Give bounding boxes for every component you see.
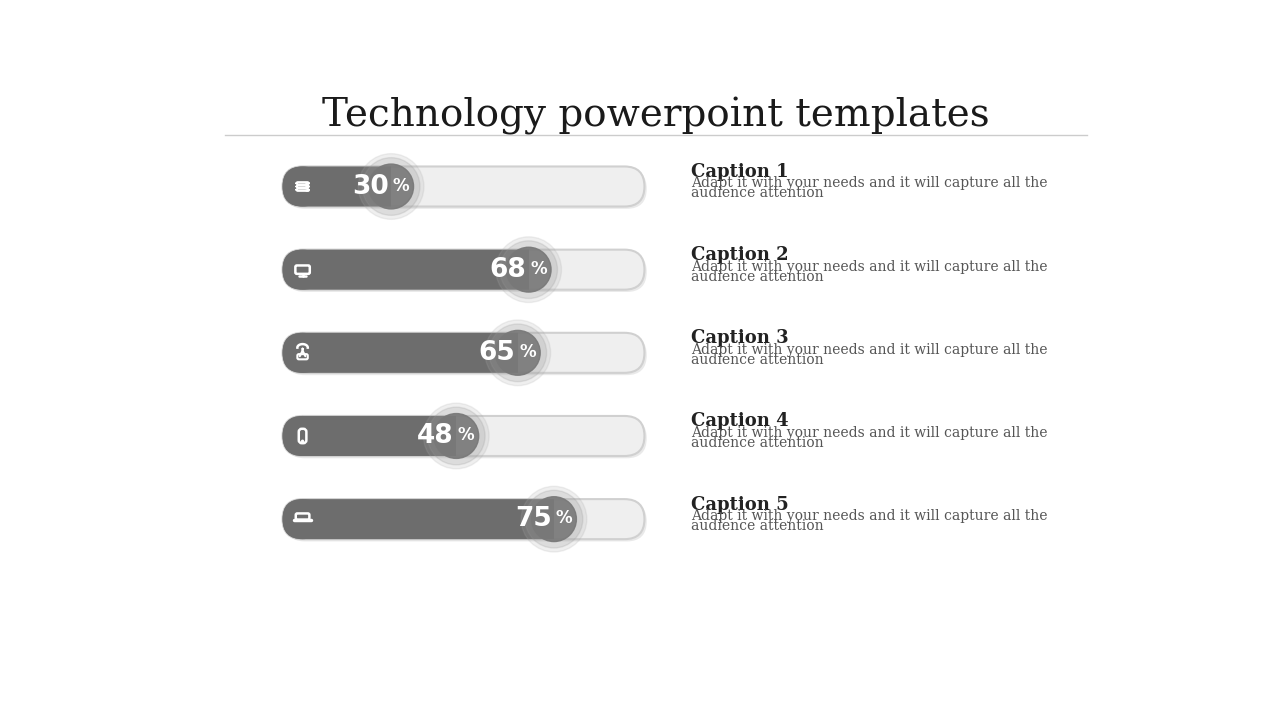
Circle shape — [495, 330, 540, 375]
Text: audience attention: audience attention — [691, 353, 823, 366]
FancyBboxPatch shape — [283, 250, 644, 289]
FancyBboxPatch shape — [283, 333, 644, 373]
Text: %: % — [393, 176, 410, 194]
Text: %: % — [556, 509, 572, 527]
Text: audience attention: audience attention — [691, 186, 823, 200]
FancyBboxPatch shape — [285, 252, 646, 292]
Circle shape — [495, 237, 562, 302]
Circle shape — [428, 407, 485, 465]
FancyBboxPatch shape — [285, 501, 646, 541]
Text: audience attention: audience attention — [691, 436, 823, 450]
Text: %: % — [520, 343, 536, 361]
Text: 30: 30 — [352, 174, 389, 199]
FancyBboxPatch shape — [283, 416, 644, 456]
Circle shape — [489, 324, 547, 382]
FancyBboxPatch shape — [283, 166, 644, 207]
Text: Adapt it with your needs and it will capture all the: Adapt it with your needs and it will cap… — [691, 260, 1047, 274]
Circle shape — [525, 490, 582, 548]
Text: Adapt it with your needs and it will capture all the: Adapt it with your needs and it will cap… — [691, 343, 1047, 356]
Text: Technology powerpoint templates: Technology powerpoint templates — [323, 96, 989, 135]
Text: 68: 68 — [489, 256, 526, 283]
FancyBboxPatch shape — [285, 168, 646, 209]
Circle shape — [424, 403, 489, 469]
Text: Caption 1: Caption 1 — [691, 163, 788, 181]
Circle shape — [521, 486, 586, 552]
Text: audience attention: audience attention — [691, 519, 823, 533]
Text: Caption 2: Caption 2 — [691, 246, 788, 264]
Text: Adapt it with your needs and it will capture all the: Adapt it with your needs and it will cap… — [691, 426, 1047, 440]
Text: 75: 75 — [515, 506, 552, 532]
Text: Adapt it with your needs and it will capture all the: Adapt it with your needs and it will cap… — [691, 176, 1047, 190]
FancyBboxPatch shape — [283, 250, 323, 289]
FancyBboxPatch shape — [283, 333, 644, 373]
Text: 48: 48 — [417, 423, 454, 449]
Circle shape — [302, 441, 303, 442]
Text: Caption 4: Caption 4 — [691, 413, 788, 431]
FancyBboxPatch shape — [283, 166, 323, 207]
Circle shape — [369, 164, 413, 209]
Circle shape — [362, 158, 420, 215]
Text: Caption 5: Caption 5 — [691, 495, 788, 513]
FancyBboxPatch shape — [283, 499, 323, 539]
Circle shape — [485, 320, 550, 386]
FancyBboxPatch shape — [283, 333, 323, 373]
FancyBboxPatch shape — [285, 335, 646, 375]
FancyBboxPatch shape — [285, 418, 646, 459]
Circle shape — [499, 240, 558, 299]
Circle shape — [434, 413, 479, 459]
FancyBboxPatch shape — [283, 250, 644, 289]
Text: 65: 65 — [479, 340, 516, 366]
Text: %: % — [530, 260, 547, 278]
Text: Adapt it with your needs and it will capture all the: Adapt it with your needs and it will cap… — [691, 509, 1047, 523]
Circle shape — [531, 497, 576, 541]
FancyBboxPatch shape — [283, 166, 644, 207]
Circle shape — [358, 153, 424, 220]
Text: Caption 3: Caption 3 — [691, 329, 788, 347]
FancyBboxPatch shape — [283, 499, 644, 539]
FancyBboxPatch shape — [283, 416, 644, 456]
Circle shape — [506, 247, 552, 292]
Text: audience attention: audience attention — [691, 269, 823, 284]
FancyBboxPatch shape — [283, 416, 323, 456]
Text: %: % — [458, 426, 475, 444]
FancyBboxPatch shape — [283, 499, 644, 539]
